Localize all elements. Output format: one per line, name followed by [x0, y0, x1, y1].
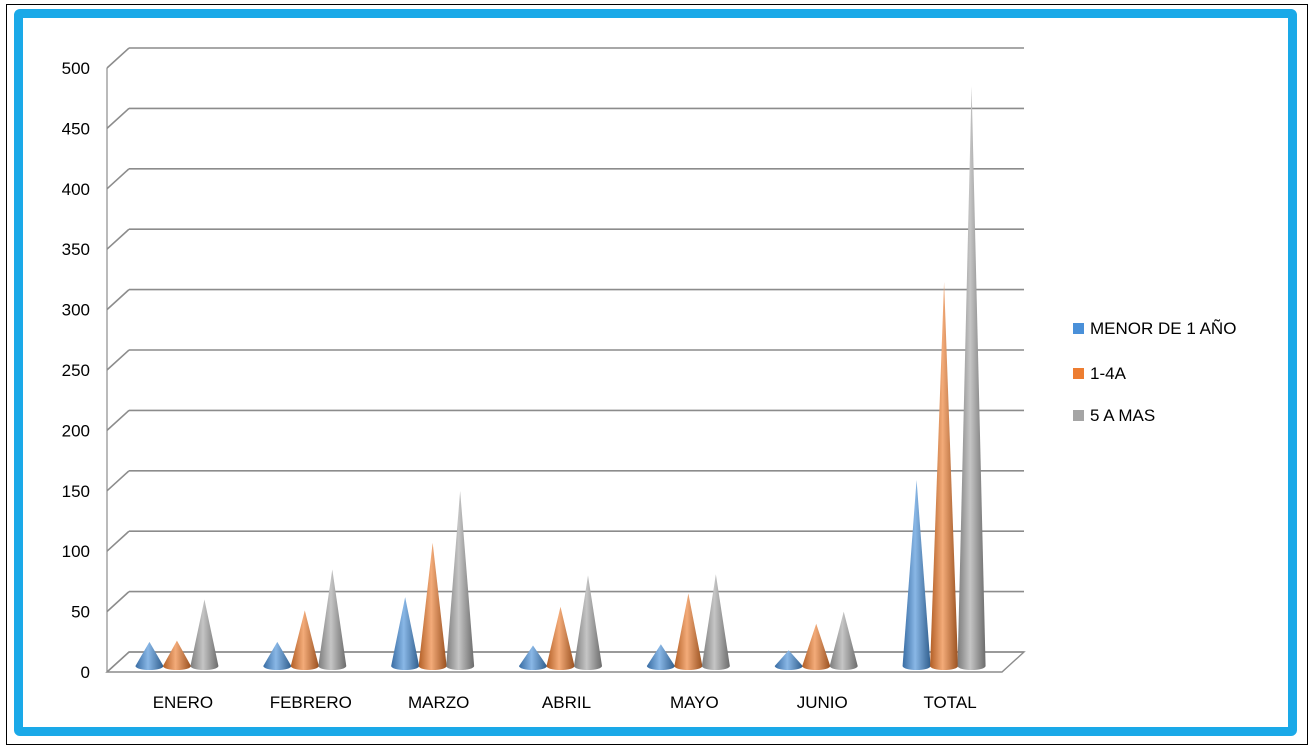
legend-swatch [1073, 323, 1084, 334]
y-tick-label: 150 [62, 482, 90, 501]
cone-total-1 [930, 281, 959, 670]
legend-swatch [1073, 368, 1084, 379]
gridline [106, 107, 1024, 129]
gridline [106, 168, 1024, 190]
legend-item: 5 A MAS [1073, 406, 1155, 425]
legend-item: 1-4A [1073, 364, 1127, 383]
legend-label: MENOR DE 1 AÑO [1090, 319, 1236, 338]
cone-enero-2 [190, 599, 219, 670]
cone-total-2 [957, 86, 986, 670]
y-tick-label: 300 [62, 301, 90, 320]
cone-febrero-1 [290, 610, 319, 670]
y-tick-label: 0 [81, 663, 90, 682]
x-tick-label: JUNIO [797, 693, 848, 712]
legend-label: 1-4A [1090, 364, 1127, 383]
gridline [106, 288, 1024, 311]
gridline [106, 228, 1024, 250]
cone-junio-1 [802, 623, 831, 670]
y-tick-label: 250 [62, 361, 90, 380]
cone-abril-1 [546, 606, 575, 670]
cone-enero-0 [135, 641, 164, 670]
gridline [106, 47, 1024, 69]
y-tick-label: 50 [71, 603, 90, 622]
cone-junio-0 [774, 650, 803, 670]
data-marks [135, 86, 986, 670]
legend-label: 5 A MAS [1090, 406, 1155, 425]
cone-marzo-1 [418, 542, 447, 670]
y-tick-label: 100 [62, 542, 90, 561]
y-tick-label: 400 [62, 180, 90, 199]
floor [105, 651, 1026, 673]
cone-mayo-0 [646, 644, 675, 670]
y-tick-label: 450 [62, 119, 90, 138]
cone-mayo-1 [674, 593, 703, 670]
cone-abril-2 [574, 575, 602, 670]
gridlines [105, 47, 1026, 673]
x-tick-label: MAYO [670, 693, 719, 712]
cone-febrero-0 [263, 641, 292, 670]
y-tick-label: 200 [62, 421, 90, 440]
legend: MENOR DE 1 AÑO 1-4A 5 A MAS [1073, 319, 1236, 425]
y-tick-label: 350 [62, 240, 90, 259]
cone-marzo-0 [391, 597, 420, 670]
gridline [106, 469, 1024, 492]
x-tick-label: FEBRERO [270, 693, 352, 712]
x-tick-label: TOTAL [923, 693, 976, 712]
x-tick-label: ENERO [153, 693, 213, 712]
cone-mayo-2 [701, 574, 730, 670]
y-tick-label: 500 [62, 59, 90, 78]
y-axis-ticks: 0 50 100 150 200 250 300 350 400 450 500 [62, 59, 90, 682]
x-axis-ticks: ENERO FEBRERO MARZO ABRIL MAYO JUNIO TOTAL [153, 693, 977, 712]
gridline [106, 530, 1024, 552]
gridline [106, 409, 1024, 431]
cone-enero-1 [162, 640, 191, 670]
cone-abril-0 [519, 645, 547, 670]
x-tick-label: ABRIL [542, 693, 591, 712]
legend-swatch [1073, 410, 1084, 421]
gridline [106, 349, 1024, 371]
gridline [106, 590, 1024, 613]
cone-total-0 [902, 479, 931, 670]
legend-item: MENOR DE 1 AÑO [1073, 319, 1236, 338]
cone-febrero-2 [318, 569, 347, 670]
cone-junio-2 [829, 611, 858, 670]
cone-marzo-2 [446, 490, 475, 670]
x-tick-label: MARZO [408, 693, 469, 712]
